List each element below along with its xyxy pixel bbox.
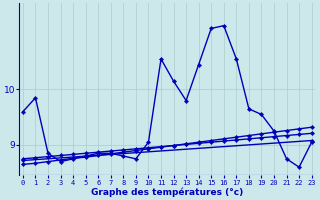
X-axis label: Graphe des températures (°c): Graphe des températures (°c) [91, 187, 244, 197]
